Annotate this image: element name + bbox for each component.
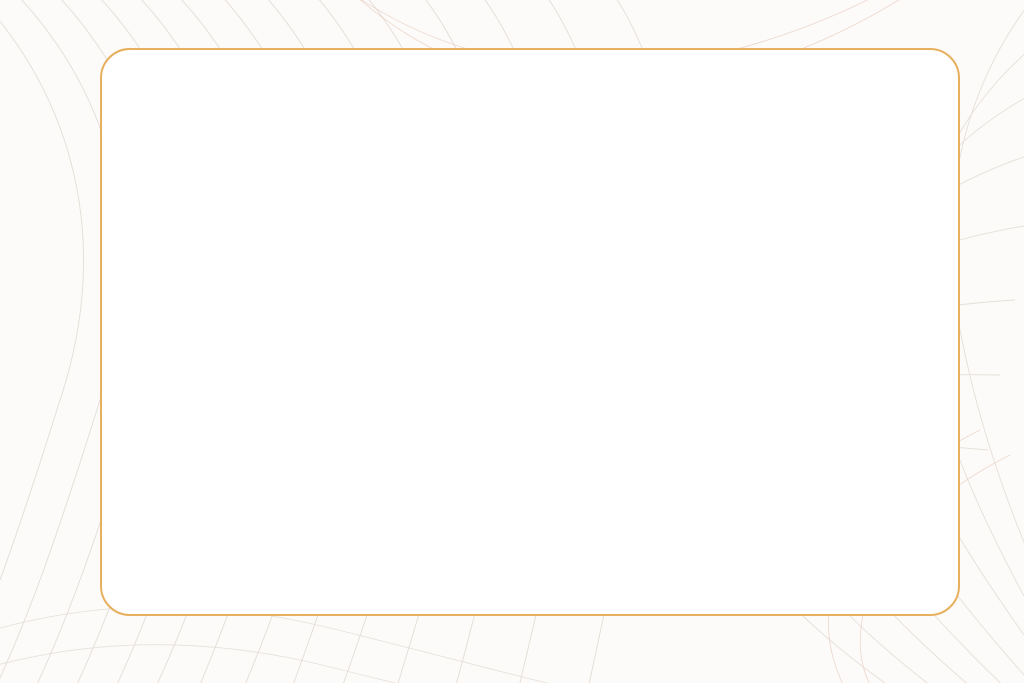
plot-area: [102, 50, 958, 614]
chart-card: [100, 48, 960, 616]
